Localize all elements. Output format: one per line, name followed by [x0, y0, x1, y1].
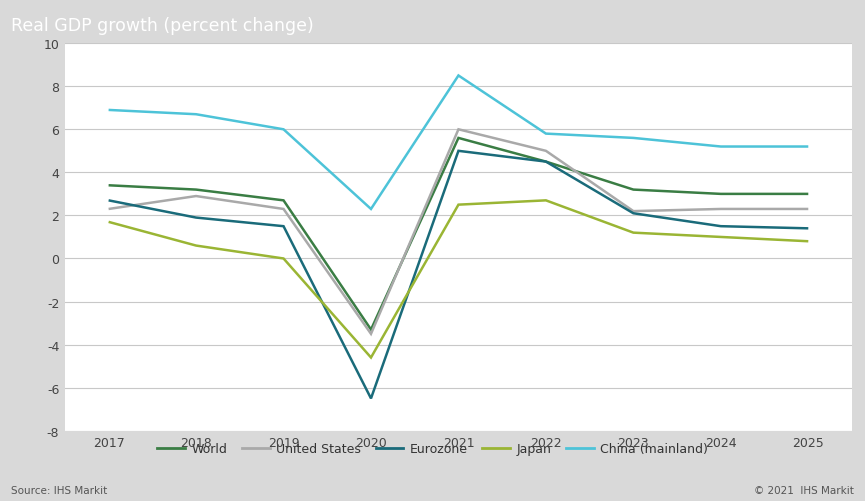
Text: Source: IHS Markit: Source: IHS Markit — [11, 485, 107, 495]
Text: © 2021  IHS Markit: © 2021 IHS Markit — [754, 485, 854, 495]
Text: Real GDP growth (percent change): Real GDP growth (percent change) — [11, 17, 314, 35]
Legend: World, United States, Eurozone, Japan, China (mainland): World, United States, Eurozone, Japan, C… — [152, 437, 713, 460]
